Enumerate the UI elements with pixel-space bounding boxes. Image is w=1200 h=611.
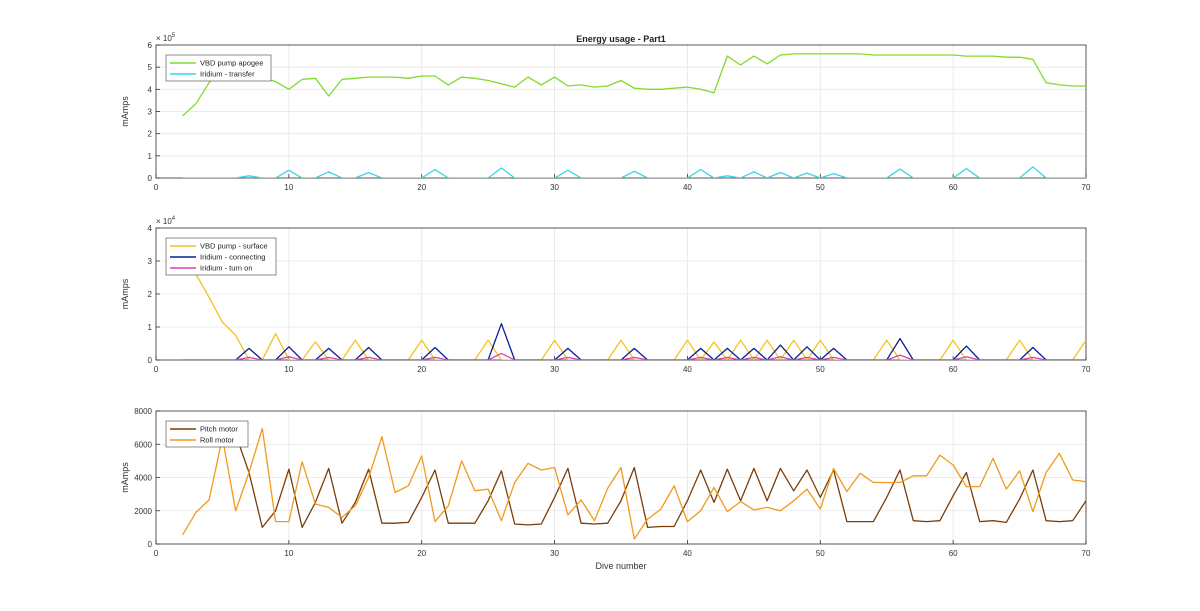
x-tick-label: 20 [417, 183, 426, 192]
x-tick-label: 30 [550, 549, 559, 558]
x-tick-label: 0 [154, 549, 159, 558]
x-tick-label: 70 [1082, 365, 1091, 374]
series-line-iridium-connecting [182, 323, 1086, 360]
y-tick-label: 2000 [134, 507, 152, 516]
x-tick-label: 30 [550, 183, 559, 192]
x-tick-label: 60 [949, 549, 958, 558]
y-tick-label: 6000 [134, 440, 152, 449]
panel-2: 0 10 20 30 40 50 60 70 0 1 2 3 4× 104 mAmps VBD pump -… [120, 216, 1091, 374]
x-tick-label: 70 [1082, 549, 1091, 558]
y-axis-label: mAmps [120, 278, 130, 309]
x-tick-label: 50 [816, 549, 825, 558]
series-line-iridium-transfer [182, 166, 1086, 178]
y-axis-multiplier: × 105 [156, 33, 176, 43]
x-tick-label: 0 [154, 365, 159, 374]
y-tick-label: 0 [148, 356, 153, 365]
y-tick-label: 0 [148, 540, 153, 549]
x-tick-label: 40 [683, 549, 692, 558]
x-tick-label: 50 [816, 183, 825, 192]
legend-entry: Pitch motor [200, 425, 238, 434]
legend-entry: Roll motor [200, 436, 235, 445]
y-tick-label: 2 [148, 130, 153, 139]
y-axis-multiplier: × 104 [156, 216, 176, 226]
y-tick-label: 2 [148, 290, 153, 299]
y-axis-label: mAmps [120, 462, 130, 493]
x-tick-label: 70 [1082, 183, 1091, 192]
y-tick-label: 4 [148, 224, 153, 233]
series-line-vbd-pump-surface [182, 250, 1086, 360]
y-tick-label: 0 [148, 174, 153, 183]
legend-entry: Iridium - transfer [200, 70, 255, 79]
panel-1: 0 10 20 30 40 50 60 70 0 1 2 3 4 5 6× 105 Energy usage … [120, 33, 1091, 192]
series-line-pitch-motor [222, 433, 1086, 529]
x-tick-label: 40 [683, 365, 692, 374]
legend-entry: Iridium - connecting [200, 253, 265, 262]
series-line-roll-motor [182, 427, 1086, 540]
x-tick-label: 60 [949, 183, 958, 192]
x-tick-label: 30 [550, 365, 559, 374]
legend-entry: Iridium - turn on [200, 264, 253, 273]
y-tick-label: 4000 [134, 474, 152, 483]
x-tick-label: 20 [417, 365, 426, 374]
x-tick-label: 60 [949, 365, 958, 374]
x-tick-label: 50 [816, 365, 825, 374]
legend-box [165, 54, 272, 82]
y-tick-label: 5 [148, 63, 153, 72]
y-tick-label: 3 [148, 108, 153, 117]
series-line-iridium-turn-on [182, 352, 1086, 360]
y-tick-label: 6 [148, 41, 153, 50]
legend-entry: VBD pump - surface [200, 242, 268, 251]
y-tick-label: 3 [148, 257, 153, 266]
legend-entry: VBD pump apogee [200, 59, 263, 68]
legend-box [165, 420, 249, 448]
panel-3: 0 10 20 30 40 50 60 70 0 2000 4000 6000 8000 mAmps Div… [120, 407, 1091, 571]
y-tick-label: 8000 [134, 407, 152, 416]
x-tick-label: 10 [284, 365, 293, 374]
y-tick-label: 1 [148, 323, 153, 332]
x-tick-label: 20 [417, 549, 426, 558]
x-tick-label: 10 [284, 549, 293, 558]
y-tick-label: 4 [148, 85, 153, 94]
y-tick-label: 1 [148, 152, 153, 161]
y-axis-label: mAmps [120, 96, 130, 127]
x-tick-label: 40 [683, 183, 692, 192]
chart-title: Energy usage - Part1 [576, 34, 666, 44]
x-tick-label: 10 [284, 183, 293, 192]
x-axis-label: Dive number [595, 561, 646, 571]
series-line-vbd-pump-apogee [182, 53, 1086, 117]
x-tick-label: 0 [154, 183, 159, 192]
